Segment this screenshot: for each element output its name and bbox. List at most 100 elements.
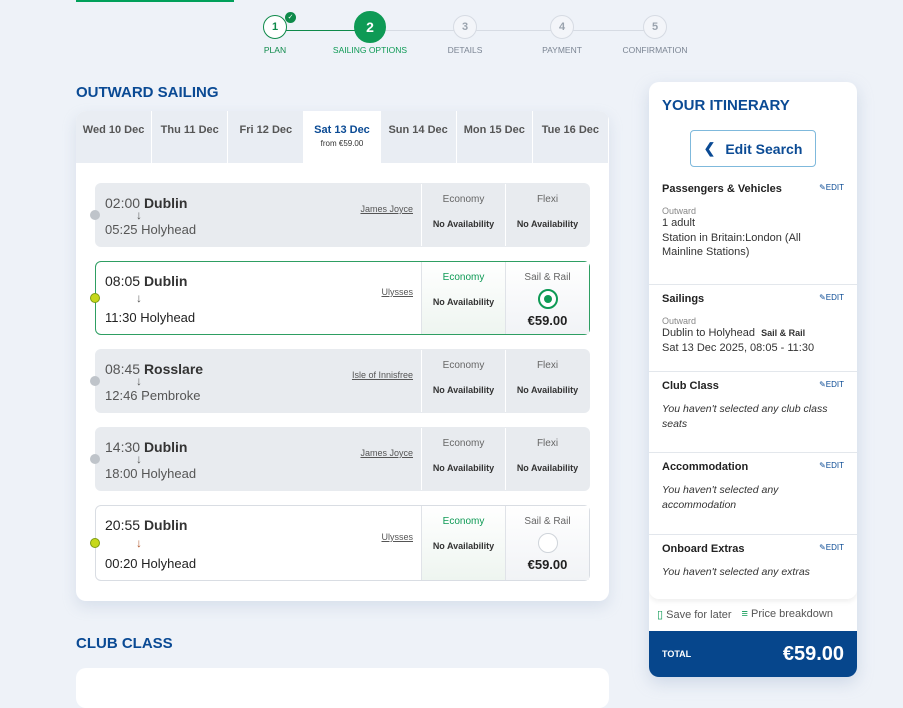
section-text: You haven't selected any accommodation [662,484,779,511]
step-connector [275,30,370,31]
date-label: Sat 13 Dec [314,124,370,136]
section-title: Club Class [662,380,719,392]
date-tab[interactable]: Thu 11 Dec [152,111,229,163]
sailings-section: Sailings ✎EDIT Outward Dublin to Holyhea… [649,285,857,372]
departure-time: 20:55 [105,517,141,533]
fare-economy: Economy No Availability [421,428,505,490]
step-number: 1 [263,15,287,39]
edit-label: EDIT [825,461,844,470]
extras-section: Onboard Extras ✎EDIT You haven't selecte… [649,535,857,599]
arrival: 12:46 Pembroke [105,388,200,403]
step-confirmation: 5 CONFIRMATION [605,15,705,55]
save-for-later-link[interactable]: ▯ Save for later [657,608,732,621]
departure: 08:05 Dublin [105,273,187,289]
ship-name-link[interactable]: James Joyce [360,204,413,214]
ship-name-link[interactable]: Ulysses [381,287,413,297]
fare-name: Economy [442,194,485,205]
timeline-dot [90,210,100,220]
edit-sailings-link[interactable]: ✎EDIT [819,293,844,302]
arrival-time: 18:00 [105,466,138,481]
passengers-section: Passengers & Vehicles ✎EDIT Outward 1 ad… [649,175,857,285]
sailing-row[interactable]: 14:30 Dublin ↓ 18:00 Holyhead James Joyce Ec… [90,427,590,491]
step-details: 3 DETAILS [415,15,515,55]
sailing-info: 08:45 Rosslare ↓ 12:46 Pembroke Isle of Inn… [90,350,421,412]
edit-search-button[interactable]: ❮ Edit Search [690,130,816,167]
timeline-dot [90,376,100,386]
ship-name-link[interactable]: James Joyce [360,448,413,458]
ship-name-link[interactable]: Isle of Innisfree [351,370,413,380]
sailing-info: 14:30 Dublin ↓ 18:00 Holyhead James Joyce [90,428,421,490]
edit-passengers-link[interactable]: ✎EDIT [819,183,844,192]
step-connector [383,30,655,31]
pencil-icon: ✎ [819,293,826,302]
fare-type: Sail & Rail [761,328,806,338]
sailing-info: 20:55 Dublin ↓ 00:20 Holyhead Ulysses [90,506,421,580]
total-bar: TOTAL €59.00 [649,631,857,677]
total-label: TOTAL [662,649,692,659]
edit-club-link[interactable]: ✎EDIT [819,380,844,389]
edit-accommodation-link[interactable]: ✎EDIT [819,461,844,470]
departure-port: Dublin [143,439,188,455]
step-number: 4 [550,15,574,39]
date-tab[interactable]: Tue 16 Dec [533,111,609,163]
fare-name: Economy [442,516,485,527]
fare-economy: Economy No Availability [421,506,505,580]
arrival: 18:00 Holyhead [105,466,196,481]
fare-availability: No Availability [432,463,495,473]
check-icon: ✓ [285,12,296,23]
step-payment: 4 PAYMENT [512,15,612,55]
list-icon: ≡ [741,608,748,620]
sailing-row[interactable]: 08:05 Dublin ↓ 11:30 Holyhead Ulysses Econom… [90,261,590,335]
arrival-time: 12:46 [105,388,138,403]
fare-sail-rail[interactable]: Sail & Rail €59.00 [505,262,589,334]
step-label: SAILING OPTIONS [332,45,408,55]
price-breakdown-link[interactable]: ≡ Price breakdown [742,608,833,621]
section-title: Passengers & Vehicles [662,183,782,195]
fare-sail-rail[interactable]: Sail & Rail €59.00 [505,506,589,580]
date-label: Tue 16 Dec [541,124,600,136]
fare-radio[interactable] [537,533,558,553]
route: Dublin to Holyhead [662,327,755,339]
departure-time: 14:30 [105,439,141,455]
section-title: Onboard Extras [662,543,745,555]
fare-price: €59.00 [527,557,568,572]
date-tab[interactable]: Sat 13 Dec from €59.00 [304,111,381,163]
edit-extras-link[interactable]: ✎EDIT [819,543,844,552]
date-label: Mon 15 Dec [463,124,525,136]
timeline-dot [90,293,100,303]
fare-name: Economy [442,438,485,449]
date-tab[interactable]: Sun 14 Dec [381,111,457,163]
sailing-row[interactable]: 20:55 Dublin ↓ 00:20 Holyhead Ulysses Econom… [90,505,590,581]
sailing-row[interactable]: 02:00 Dublin ↓ 05:25 Holyhead James Joyce Ec… [90,183,590,247]
fare-economy: Economy No Availability [421,262,505,334]
sailing-row[interactable]: 08:45 Rosslare ↓ 12:46 Pembroke Isle of Inn… [90,349,590,413]
date-tab[interactable]: Mon 15 Dec [457,111,533,163]
pencil-icon: ✎ [819,380,826,389]
fare-availability: No Availability [432,541,495,551]
section-sub: Outward [662,206,697,216]
date-from-price: from €59.00 [320,139,364,148]
step-label: DETAILS [447,45,483,55]
accommodation-section: Accommodation ✎EDIT You haven't selected… [649,453,857,535]
fare-availability: No Availability [516,463,579,473]
date-tab[interactable]: Wed 10 Dec [76,111,153,163]
step-number: 5 [643,15,667,39]
club-class-title: CLUB CLASS [76,635,173,652]
passenger-count: 1 adult [662,217,696,229]
departure: 14:30 Dublin [105,439,187,455]
arrival-port: Pembroke [141,388,201,403]
departure-port: Rosslare [143,361,204,377]
ship-name-link[interactable]: Ulysses [381,532,413,542]
step-label: PAYMENT [542,45,582,55]
step-number: 2 [354,11,386,43]
fare-availability: No Availability [516,385,579,395]
date-tab[interactable]: Fri 12 Dec [228,111,305,163]
fare-radio[interactable] [537,289,558,309]
fare-flexi: Flexi No Availability [505,184,589,246]
edit-search-label: Edit Search [725,140,803,157]
pencil-icon: ✎ [819,183,826,192]
arrow-down-icon: ↓ [136,208,142,222]
progress-accent-bar [76,0,234,2]
arrival: 00:20 Holyhead [105,556,196,571]
arrival: 11:30 Holyhead [105,310,195,325]
